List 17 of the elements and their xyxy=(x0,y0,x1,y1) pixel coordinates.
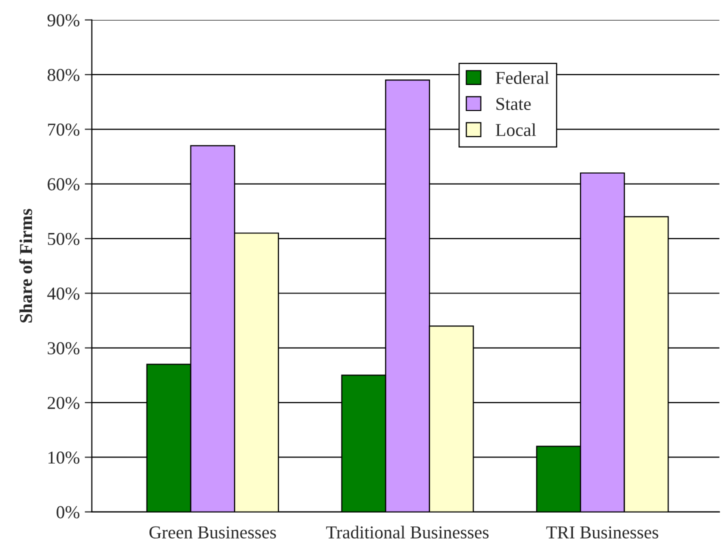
y-tick-label: 90% xyxy=(48,14,80,26)
y-tick-label: 80% xyxy=(48,68,80,82)
legend-label: Federal xyxy=(496,71,550,84)
x-tick-label: Green Businesses xyxy=(149,526,276,538)
legend-label: State xyxy=(496,98,531,110)
y-tick-label: 20% xyxy=(48,396,80,410)
y-tick-label: 30% xyxy=(48,342,80,354)
x-tick-label: TRI Businesses xyxy=(546,526,658,538)
y-tick-label: 40% xyxy=(47,288,80,300)
x-tick-label: Traditional Businesses xyxy=(326,526,489,538)
y-tick-label: 70% xyxy=(48,124,80,136)
legend-label: Local xyxy=(496,123,536,136)
y-axis-title: Share of Firms xyxy=(19,208,32,322)
y-tick-label: 0% xyxy=(56,506,80,518)
y-tick-label: 50% xyxy=(48,232,80,246)
y-tick-label: 10% xyxy=(48,451,80,464)
y-tick-label: 60% xyxy=(48,178,80,190)
